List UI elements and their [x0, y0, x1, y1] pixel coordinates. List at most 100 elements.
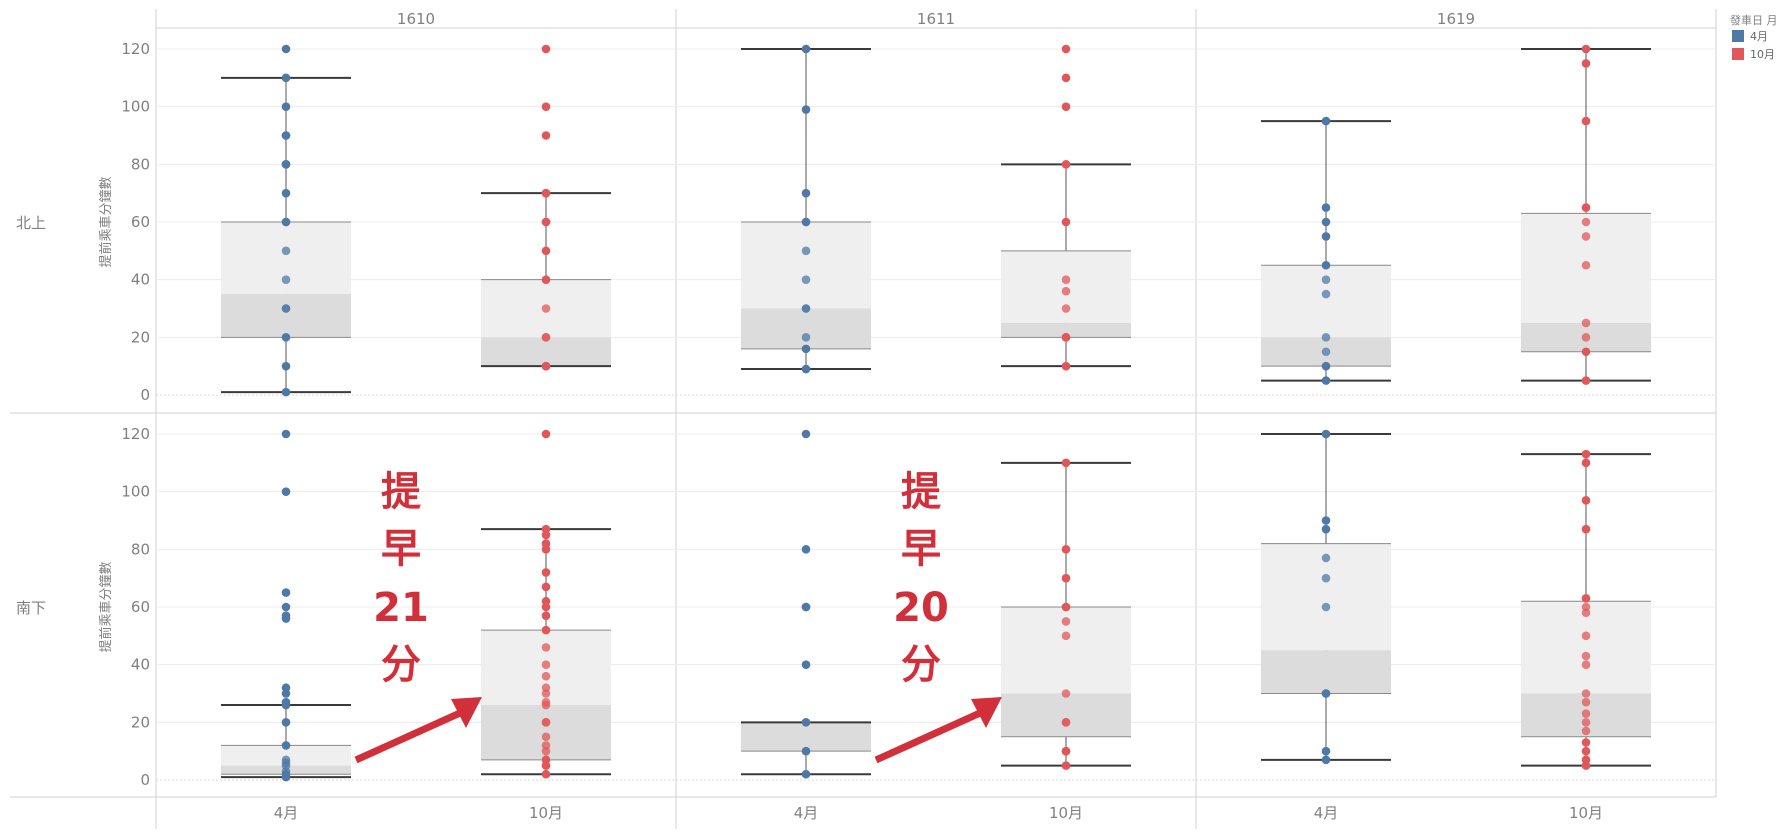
y-tick-label: 40	[131, 271, 150, 289]
data-point	[541, 755, 551, 765]
data-point	[1061, 602, 1071, 612]
data-point	[1061, 761, 1071, 770]
data-point	[801, 769, 811, 779]
data-point	[281, 683, 291, 693]
data-point	[1061, 275, 1071, 284]
data-point	[1061, 458, 1071, 468]
data-point	[801, 602, 811, 612]
box-lower-half	[221, 294, 351, 338]
box-upper-half	[221, 745, 351, 766]
data-point	[541, 732, 551, 742]
data-point	[541, 741, 551, 750]
data-point	[1581, 746, 1591, 756]
annotation-text-line: 分	[901, 642, 941, 688]
annotation-text-line: 20	[893, 585, 949, 631]
data-point	[801, 545, 811, 554]
row-label-0: 北上	[16, 214, 46, 232]
data-point	[281, 361, 291, 371]
data-point	[1321, 232, 1331, 241]
legend-label: 4月	[1750, 30, 1768, 43]
data-point	[541, 246, 551, 256]
data-point	[1581, 347, 1591, 357]
data-point	[281, 188, 291, 198]
data-point	[541, 582, 551, 592]
box-lower-half	[741, 722, 871, 752]
data-point	[541, 275, 551, 284]
data-point	[801, 429, 811, 439]
data-point	[541, 697, 551, 707]
data-point	[1061, 160, 1071, 169]
data-point	[281, 755, 291, 765]
box-4月	[1261, 429, 1391, 765]
data-point	[281, 131, 291, 140]
data-point	[541, 429, 551, 439]
box-lower-half	[741, 308, 871, 349]
data-point	[801, 344, 811, 354]
data-point	[281, 429, 291, 439]
annotation-text-line: 早	[901, 526, 941, 572]
box-lower-half	[481, 337, 611, 367]
box-4月	[741, 44, 871, 374]
data-point	[801, 364, 811, 374]
data-point	[1321, 553, 1331, 563]
data-point	[801, 105, 811, 114]
annotation-arrow-shaft	[874, 709, 982, 764]
data-point	[801, 746, 811, 756]
y-tick-label: 60	[131, 598, 150, 616]
box-upper-half	[741, 222, 871, 309]
annotation-arrow-shaft	[354, 709, 462, 764]
annotation-arrow-head	[451, 697, 482, 728]
data-point	[1061, 689, 1071, 698]
annotation-text-line: 分	[381, 642, 421, 688]
data-point	[1581, 689, 1591, 698]
data-point	[1581, 631, 1591, 641]
data-point	[1321, 746, 1331, 756]
x-tick-label: 10月	[1049, 804, 1083, 822]
box-4月	[221, 429, 351, 782]
data-point	[1581, 594, 1591, 603]
data-point	[281, 333, 291, 342]
data-point	[1321, 524, 1331, 534]
data-point	[1581, 697, 1591, 707]
data-point	[281, 44, 291, 54]
data-point	[541, 131, 551, 140]
data-point	[541, 683, 551, 693]
box-4月	[221, 44, 351, 397]
box-4月	[741, 429, 871, 779]
box-lower-half	[1001, 322, 1131, 338]
data-point	[1321, 203, 1331, 212]
data-point	[1061, 631, 1071, 641]
data-point	[1581, 318, 1591, 328]
data-point	[1321, 275, 1331, 284]
annotation-text-line: 早	[381, 526, 421, 572]
data-point	[541, 643, 551, 652]
x-tick-label: 4月	[274, 804, 299, 822]
data-point	[541, 524, 551, 534]
data-point	[1061, 333, 1071, 342]
data-point	[801, 718, 811, 727]
data-point	[281, 304, 291, 313]
data-point	[541, 611, 551, 620]
box-10月	[481, 44, 611, 371]
data-point	[541, 769, 551, 779]
data-point	[1061, 718, 1071, 727]
column-header-1611: 1611	[917, 10, 955, 28]
y-tick-label: 100	[121, 483, 150, 501]
data-point	[1581, 333, 1591, 342]
data-point	[1321, 516, 1331, 525]
y-tick-label: 40	[131, 656, 150, 674]
data-point	[281, 697, 291, 707]
annotation-text-line: 提	[381, 469, 421, 515]
data-point	[281, 275, 291, 284]
data-point	[541, 568, 551, 577]
y-tick-label: 120	[121, 40, 150, 58]
data-point	[1581, 718, 1591, 727]
data-point	[281, 102, 291, 111]
data-point	[1061, 44, 1071, 54]
data-point	[1061, 361, 1071, 371]
panel-南下-1610	[221, 429, 611, 782]
data-point	[1581, 738, 1591, 747]
data-point	[281, 246, 291, 256]
y-tick-label: 120	[121, 425, 150, 443]
